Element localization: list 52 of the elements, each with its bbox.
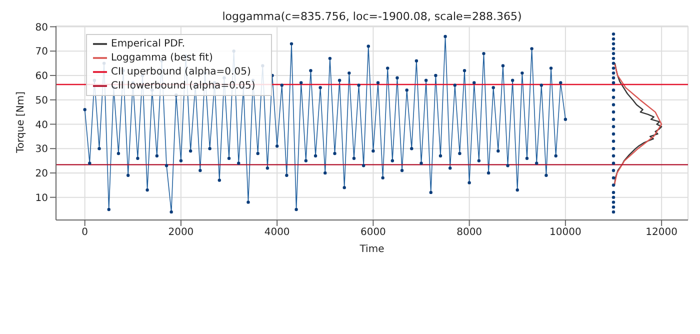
point	[612, 96, 616, 100]
point	[612, 200, 616, 204]
point	[612, 56, 616, 60]
point	[612, 81, 616, 84]
point	[612, 37, 616, 41]
y-tick-label: 70	[35, 46, 48, 58]
point	[612, 118, 616, 121]
chart-title: loggamma(c=835.756, loc=-1900.08, scale=288.365)	[221, 10, 523, 23]
point	[612, 205, 616, 209]
point	[612, 66, 616, 70]
point	[612, 110, 616, 114]
point	[612, 162, 616, 165]
legend-label: CII uperbound (alpha=0.05)	[111, 66, 251, 78]
y-tick-label: 80	[35, 22, 48, 34]
x-tick-label: 2000	[168, 227, 194, 238]
point	[612, 140, 616, 143]
point	[612, 184, 616, 187]
point	[612, 71, 616, 75]
y-tick-label: 40	[35, 120, 48, 131]
x-tick-label: 10000	[550, 227, 582, 238]
y-tick-label: 60	[35, 71, 48, 82]
y-tick-label: 10	[35, 192, 48, 204]
point	[612, 103, 616, 106]
y-tick-label: 20	[35, 168, 48, 180]
point	[612, 190, 616, 194]
point	[612, 168, 616, 172]
x-tick-label: 0	[82, 227, 88, 238]
x-axis-title: Time	[358, 244, 384, 255]
y-axis-title: Torque [Nm]	[16, 91, 27, 154]
point	[612, 62, 616, 65]
point	[612, 132, 616, 136]
point	[612, 76, 616, 80]
y-tick-label: 30	[35, 144, 48, 156]
point	[612, 196, 616, 199]
point	[612, 146, 616, 150]
point	[612, 32, 616, 36]
x-tick-label: 12000	[646, 227, 678, 238]
x-tick-label: 4000	[264, 227, 290, 238]
legend-label: CII lowerbound (alpha=0.05)	[111, 80, 256, 92]
x-tick-label: 6000	[360, 227, 386, 238]
point	[612, 125, 616, 128]
point	[612, 210, 616, 214]
point	[612, 47, 616, 50]
x-tick-label: 8000	[456, 227, 482, 238]
legend-label: Emperical PDF.	[111, 38, 186, 50]
point	[612, 52, 616, 56]
point	[612, 176, 616, 180]
point	[612, 154, 616, 158]
legend-label: Loggamma (best fit)	[111, 52, 213, 64]
point	[612, 88, 616, 92]
y-tick-label: 50	[35, 95, 48, 106]
point	[612, 42, 616, 46]
